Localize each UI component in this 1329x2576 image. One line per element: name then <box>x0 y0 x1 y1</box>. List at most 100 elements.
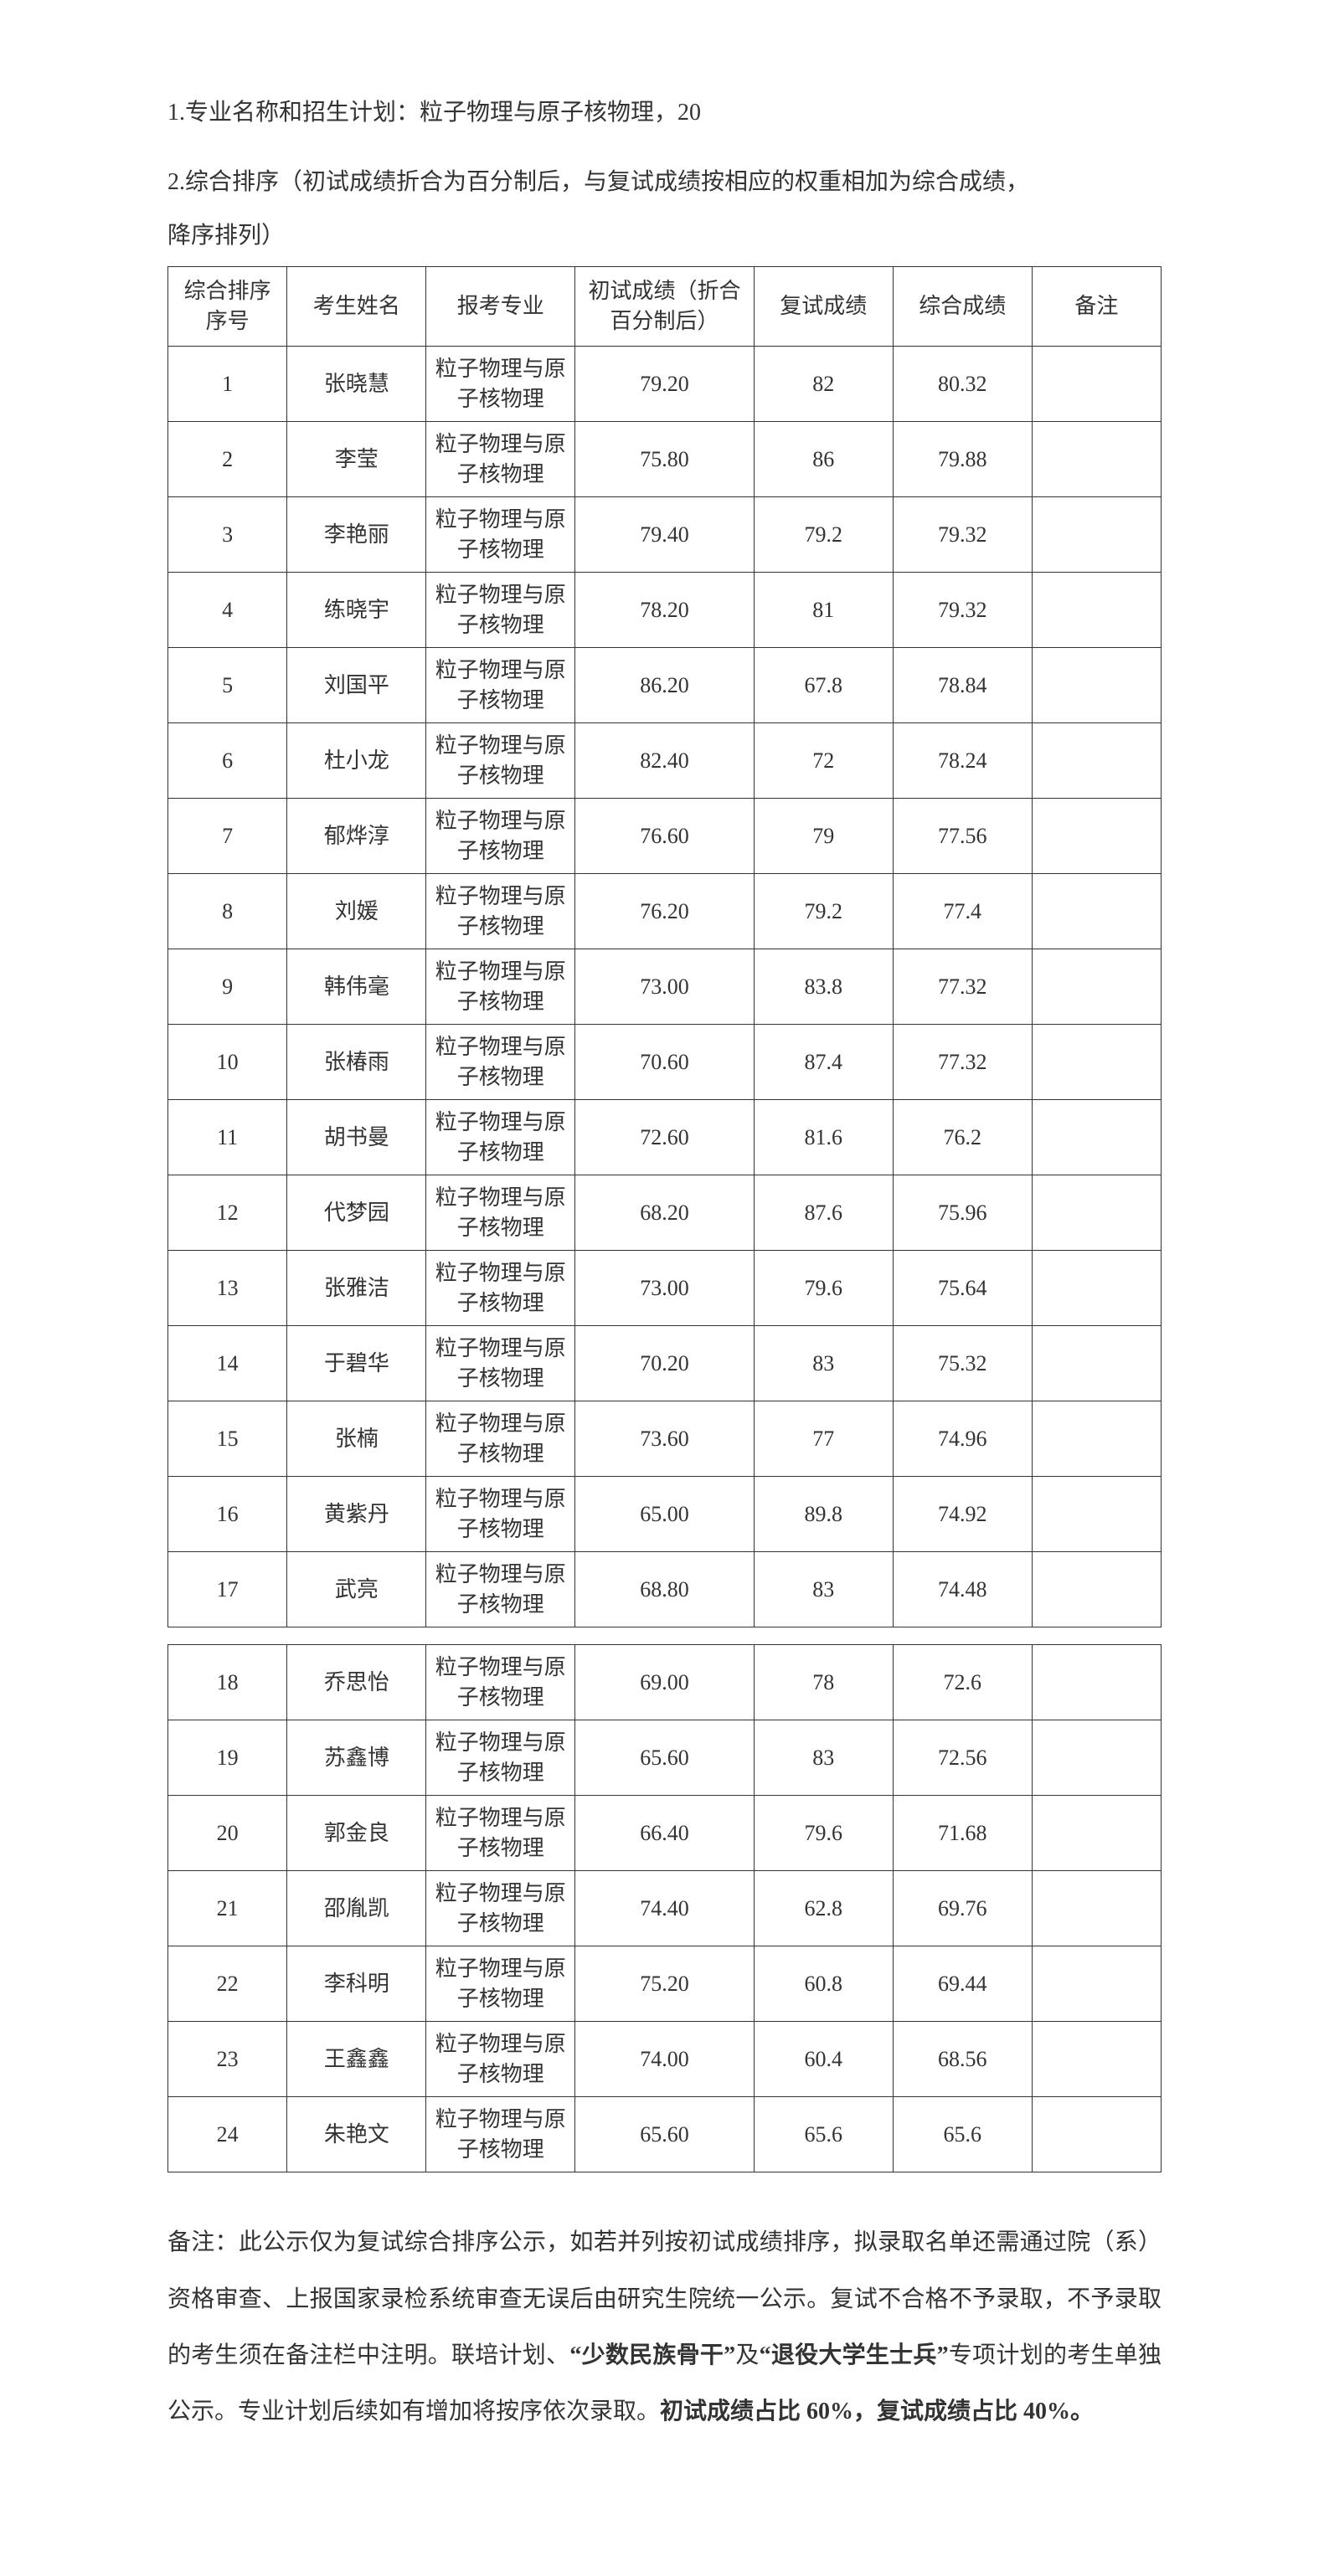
cell-note <box>1032 2022 1161 2097</box>
cell-note <box>1032 1552 1161 1627</box>
cell-rank: 10 <box>168 1025 287 1100</box>
cell-retest: 79.2 <box>754 497 893 573</box>
cell-rank: 22 <box>168 1946 287 2022</box>
cell-major: 粒子物理与原子核物理 <box>426 497 575 573</box>
cell-total: 74.96 <box>893 1401 1032 1477</box>
cell-retest: 86 <box>754 422 893 497</box>
cell-name: 代梦园 <box>287 1175 426 1251</box>
cell-prelim: 76.20 <box>575 874 754 949</box>
cell-retest: 81.6 <box>754 1100 893 1175</box>
cell-total: 74.92 <box>893 1477 1032 1552</box>
ranking-table-part2: 18乔思怡粒子物理与原子核物理69.007872.619苏鑫博粒子物理与原子核物… <box>167 1644 1162 2172</box>
cell-name: 邵胤凯 <box>287 1871 426 1946</box>
cell-retest: 78 <box>754 1645 893 1720</box>
cell-note <box>1032 573 1161 648</box>
cell-total: 77.32 <box>893 1025 1032 1100</box>
cell-prelim: 86.20 <box>575 648 754 723</box>
cell-prelim: 65.60 <box>575 2097 754 2172</box>
cell-name: 张椿雨 <box>287 1025 426 1100</box>
cell-note <box>1032 1251 1161 1326</box>
cell-prelim: 73.00 <box>575 949 754 1025</box>
cell-major: 粒子物理与原子核物理 <box>426 1025 575 1100</box>
cell-retest: 82 <box>754 347 893 422</box>
cell-retest: 87.4 <box>754 1025 893 1100</box>
cell-major: 粒子物理与原子核物理 <box>426 648 575 723</box>
cell-name: 朱艳文 <box>287 2097 426 2172</box>
table-row: 16黄紫丹粒子物理与原子核物理65.0089.874.92 <box>168 1477 1162 1552</box>
table-row: 9韩伟毫粒子物理与原子核物理73.0083.877.32 <box>168 949 1162 1025</box>
table-row: 14于碧华粒子物理与原子核物理70.208375.32 <box>168 1326 1162 1401</box>
cell-note <box>1032 2097 1161 2172</box>
cell-major: 粒子物理与原子核物理 <box>426 347 575 422</box>
cell-note <box>1032 1645 1161 1720</box>
cell-major: 粒子物理与原子核物理 <box>426 1946 575 2022</box>
cell-name: 张楠 <box>287 1401 426 1477</box>
cell-total: 71.68 <box>893 1796 1032 1871</box>
cell-total: 69.44 <box>893 1946 1032 2022</box>
cell-note <box>1032 723 1161 799</box>
table-row: 12代梦园粒子物理与原子核物理68.2087.675.96 <box>168 1175 1162 1251</box>
cell-total: 72.56 <box>893 1720 1032 1796</box>
cell-rank: 24 <box>168 2097 287 2172</box>
cell-note <box>1032 1871 1161 1946</box>
cell-prelim: 68.80 <box>575 1552 754 1627</box>
cell-note <box>1032 1025 1161 1100</box>
footer-prefix: 备注： <box>167 2229 239 2255</box>
cell-name: 乔思怡 <box>287 1645 426 1720</box>
cell-major: 粒子物理与原子核物理 <box>426 1645 575 1720</box>
cell-major: 粒子物理与原子核物理 <box>426 1100 575 1175</box>
cell-prelim: 79.40 <box>575 497 754 573</box>
table-row: 24朱艳文粒子物理与原子核物理65.6065.665.6 <box>168 2097 1162 2172</box>
cell-total: 72.6 <box>893 1645 1032 1720</box>
cell-prelim: 76.60 <box>575 799 754 874</box>
cell-note <box>1032 347 1161 422</box>
table-row: 23王鑫鑫粒子物理与原子核物理74.0060.468.56 <box>168 2022 1162 2097</box>
cell-total: 77.56 <box>893 799 1032 874</box>
cell-total: 69.76 <box>893 1871 1032 1946</box>
cell-prelim: 75.20 <box>575 1946 754 2022</box>
cell-major: 粒子物理与原子核物理 <box>426 1326 575 1401</box>
cell-retest: 87.6 <box>754 1175 893 1251</box>
cell-total: 75.64 <box>893 1251 1032 1326</box>
cell-name: 于碧华 <box>287 1326 426 1401</box>
cell-rank: 6 <box>168 723 287 799</box>
cell-name: 郭金良 <box>287 1796 426 1871</box>
ranking-table-part1: 综合排序 序号 考生姓名 报考专业 初试成绩（折合百分制后） 复试成绩 综合成绩… <box>167 266 1162 1627</box>
cell-major: 粒子物理与原子核物理 <box>426 422 575 497</box>
cell-rank: 5 <box>168 648 287 723</box>
table-row: 19苏鑫博粒子物理与原子核物理65.608372.56 <box>168 1720 1162 1796</box>
cell-total: 65.6 <box>893 2097 1032 2172</box>
cell-note <box>1032 1326 1161 1401</box>
heading-ranking-desc-line1: 2.综合排序（初试成绩折合为百分制后，与复试成绩按相应的权重相加为综合成绩， <box>167 159 1162 206</box>
cell-rank: 21 <box>168 1871 287 1946</box>
cell-name: 刘媛 <box>287 874 426 949</box>
cell-major: 粒子物理与原子核物理 <box>426 1871 575 1946</box>
table-row: 17武亮粒子物理与原子核物理68.808374.48 <box>168 1552 1162 1627</box>
cell-total: 79.32 <box>893 573 1032 648</box>
cell-retest: 83 <box>754 1720 893 1796</box>
cell-major: 粒子物理与原子核物理 <box>426 1401 575 1477</box>
cell-rank: 19 <box>168 1720 287 1796</box>
cell-note <box>1032 1720 1161 1796</box>
cell-note <box>1032 1946 1161 2022</box>
cell-retest: 81 <box>754 573 893 648</box>
cell-prelim: 75.80 <box>575 422 754 497</box>
cell-name: 胡书曼 <box>287 1100 426 1175</box>
cell-note <box>1032 799 1161 874</box>
cell-rank: 20 <box>168 1796 287 1871</box>
cell-retest: 60.4 <box>754 2022 893 2097</box>
cell-total: 75.96 <box>893 1175 1032 1251</box>
cell-major: 粒子物理与原子核物理 <box>426 1552 575 1627</box>
cell-rank: 14 <box>168 1326 287 1401</box>
cell-rank: 4 <box>168 573 287 648</box>
cell-name: 郁烨淳 <box>287 799 426 874</box>
heading-major-plan: 1.专业名称和招生计划：粒子物理与原子核物理，20 <box>167 92 1162 134</box>
cell-rank: 7 <box>168 799 287 874</box>
table-row: 11胡书曼粒子物理与原子核物理72.6081.676.2 <box>168 1100 1162 1175</box>
cell-note <box>1032 497 1161 573</box>
cell-prelim: 73.60 <box>575 1401 754 1477</box>
cell-rank: 9 <box>168 949 287 1025</box>
cell-rank: 1 <box>168 347 287 422</box>
cell-major: 粒子物理与原子核物理 <box>426 874 575 949</box>
cell-name: 韩伟毫 <box>287 949 426 1025</box>
